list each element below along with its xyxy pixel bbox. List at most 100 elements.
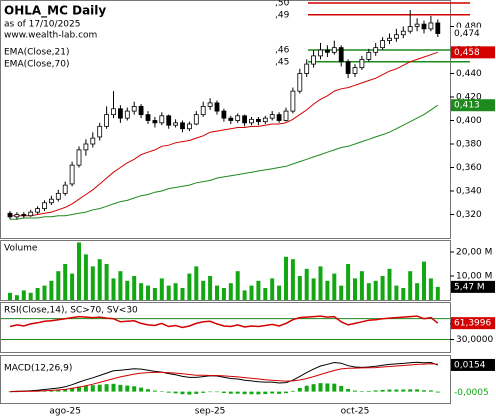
level-label: ,50 [275, 0, 290, 9]
bar [118, 271, 123, 300]
bar [166, 285, 171, 300]
bar [111, 383, 116, 392]
candle-body [414, 23, 420, 27]
y-tick-label: 0,420 [456, 93, 482, 103]
candle-body [318, 49, 323, 57]
bar [242, 290, 247, 300]
bar [173, 283, 178, 300]
candle-body [49, 198, 54, 204]
bar [284, 391, 288, 394]
bar [235, 271, 240, 300]
bar [290, 390, 295, 392]
candle-body [21, 214, 27, 217]
bar [152, 390, 157, 392]
bar [346, 389, 351, 392]
candle-body [55, 192, 61, 200]
bar [339, 285, 344, 300]
bar [70, 387, 75, 392]
candle-body [90, 137, 96, 145]
bar [173, 391, 178, 394]
candle-body [242, 115, 248, 124]
candle-body [366, 51, 372, 60]
candle-body [380, 40, 386, 49]
line [10, 104, 439, 220]
bar [35, 288, 40, 300]
candle-body [28, 211, 34, 217]
candle-body [345, 61, 351, 74]
y-tick-label: 0,320 [456, 210, 482, 220]
bar [249, 391, 254, 395]
candle-body [42, 202, 47, 210]
bar [83, 254, 88, 300]
volume-panel-frame [0, 240, 451, 301]
candle-body [387, 37, 392, 41]
bar [297, 387, 302, 392]
bar [125, 280, 130, 300]
candle-body [138, 106, 144, 116]
candle-body [124, 110, 130, 119]
candle-body [62, 184, 68, 194]
bar [297, 276, 302, 300]
candle-body [393, 34, 399, 39]
bar [70, 273, 75, 300]
candle-body [428, 22, 434, 30]
bar [42, 285, 47, 300]
bar [422, 261, 426, 300]
panel-title: RSI(Close,14), SC>70, SV<30 [4, 306, 138, 316]
bar [318, 383, 323, 392]
bar [166, 391, 171, 393]
candle-body [35, 208, 40, 213]
bar [359, 391, 364, 392]
bar [83, 385, 88, 392]
candle-body [255, 118, 261, 123]
y-tick-label: 0,380 [456, 140, 482, 150]
bar [373, 280, 378, 300]
level-label: ,45 [275, 57, 289, 67]
last-value-box [451, 280, 495, 293]
bar [194, 266, 199, 300]
line [9, 361, 438, 393]
bar [353, 278, 357, 300]
line [9, 315, 439, 329]
bar [194, 391, 199, 394]
bar [380, 276, 385, 300]
bar [256, 391, 261, 395]
source: www.wealth-lab.com [4, 31, 97, 41]
bar [208, 276, 213, 300]
bar [215, 391, 219, 393]
candle-body [214, 102, 220, 112]
chart-title: OHLA_MC Daily [4, 4, 106, 19]
bar [408, 271, 413, 300]
bar [56, 389, 61, 392]
last-value-label: 5,47 M [454, 282, 485, 292]
last-value-box [451, 99, 495, 112]
candle-body [83, 143, 89, 151]
bar [408, 389, 413, 392]
candle-body [435, 22, 441, 34]
candle-body [421, 23, 427, 30]
subtitle: as of 17/10/2025 [4, 20, 80, 30]
bar [415, 389, 420, 392]
bar [146, 285, 150, 300]
candle-body [297, 73, 303, 92]
bar [270, 278, 275, 300]
bar [104, 264, 109, 300]
candle-body [373, 47, 379, 53]
bar [187, 273, 192, 300]
bar [8, 292, 12, 300]
bar [290, 259, 295, 300]
candle-body [359, 59, 365, 69]
candle-body [69, 164, 75, 185]
bar [394, 285, 399, 300]
bar [428, 278, 433, 300]
y-tick-label: 10,00 M [456, 272, 492, 282]
candle-body [324, 49, 330, 53]
bar [415, 283, 420, 300]
bar [401, 389, 406, 392]
bar [159, 391, 164, 392]
bar [208, 391, 213, 393]
bar [90, 266, 95, 300]
bar [90, 385, 95, 392]
